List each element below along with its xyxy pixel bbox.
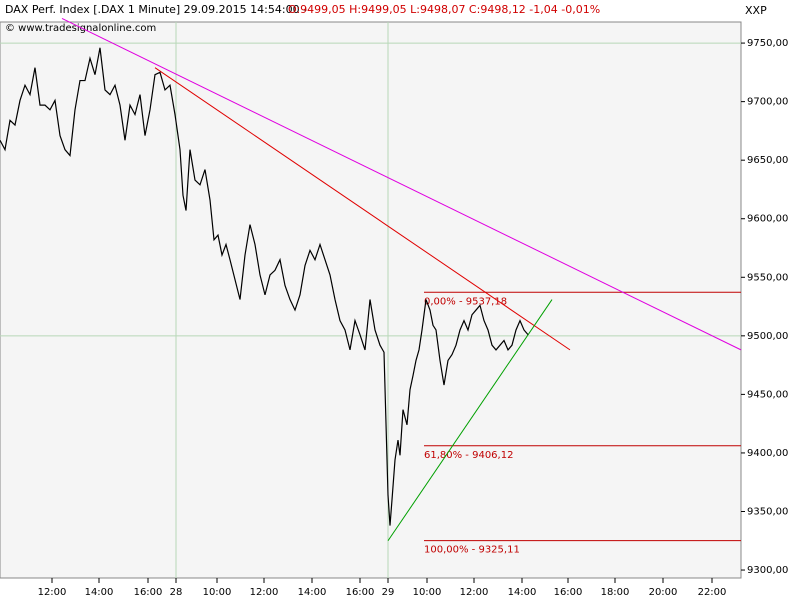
x-tick-label: 10:00 [413, 587, 442, 598]
chart-title: DAX Perf. Index [.DAX 1 Minute] 29.09.20… [5, 3, 307, 16]
x-tick-label: 12:00 [250, 587, 279, 598]
x-tick-label: 14:00 [85, 587, 114, 598]
y-tick-label: 9550,00 [747, 272, 788, 283]
x-tick-label: 16:00 [554, 587, 583, 598]
y-tick-label: 9450,00 [747, 389, 788, 400]
x-tick-label: 20:00 [649, 587, 678, 598]
x-tick-label: 22:00 [698, 587, 727, 598]
trendline [387, 299, 553, 542]
source: © www.tradesignalonline.com [5, 23, 156, 34]
y-tick-label: 9500,00 [747, 331, 788, 342]
x-tick-label: 28 [170, 587, 183, 598]
x-tick-label: 18:00 [601, 587, 630, 598]
y-tick-label: 9300,00 [747, 565, 788, 576]
x-tick-label: 12:00 [460, 587, 489, 598]
x-tick-label: 29 [382, 587, 395, 598]
ohlc-text: O:9499,05 H:9499,05 L:9498,07 C:9498,12 … [288, 3, 600, 16]
price-line [0, 47, 529, 526]
fib-label: 0,00% - 9537,18 [424, 296, 507, 307]
x-tick-label: 12:00 [38, 587, 67, 598]
trendline [61, 18, 742, 351]
y-tick-label: 9400,00 [747, 448, 788, 459]
y-tick-label: 9600,00 [747, 214, 788, 225]
y-tick-label: 9650,00 [747, 155, 788, 166]
trendline [154, 67, 571, 351]
x-tick-label: 14:00 [298, 587, 327, 598]
fib-label: 61,80% - 9406,12 [424, 450, 513, 461]
x-tick-label: 16:00 [134, 587, 163, 598]
x-tick-label: 14:00 [508, 587, 537, 598]
y-tick-label: 9700,00 [747, 97, 788, 108]
y-tick-label: 9350,00 [747, 506, 788, 517]
x-tick-label: 10:00 [203, 587, 232, 598]
fib-label: 100,00% - 9325,11 [424, 545, 520, 556]
y-tick-label: 9750,00 [747, 38, 788, 49]
x-tick-label: 16:00 [346, 587, 375, 598]
corner-label: XXP [745, 4, 767, 17]
